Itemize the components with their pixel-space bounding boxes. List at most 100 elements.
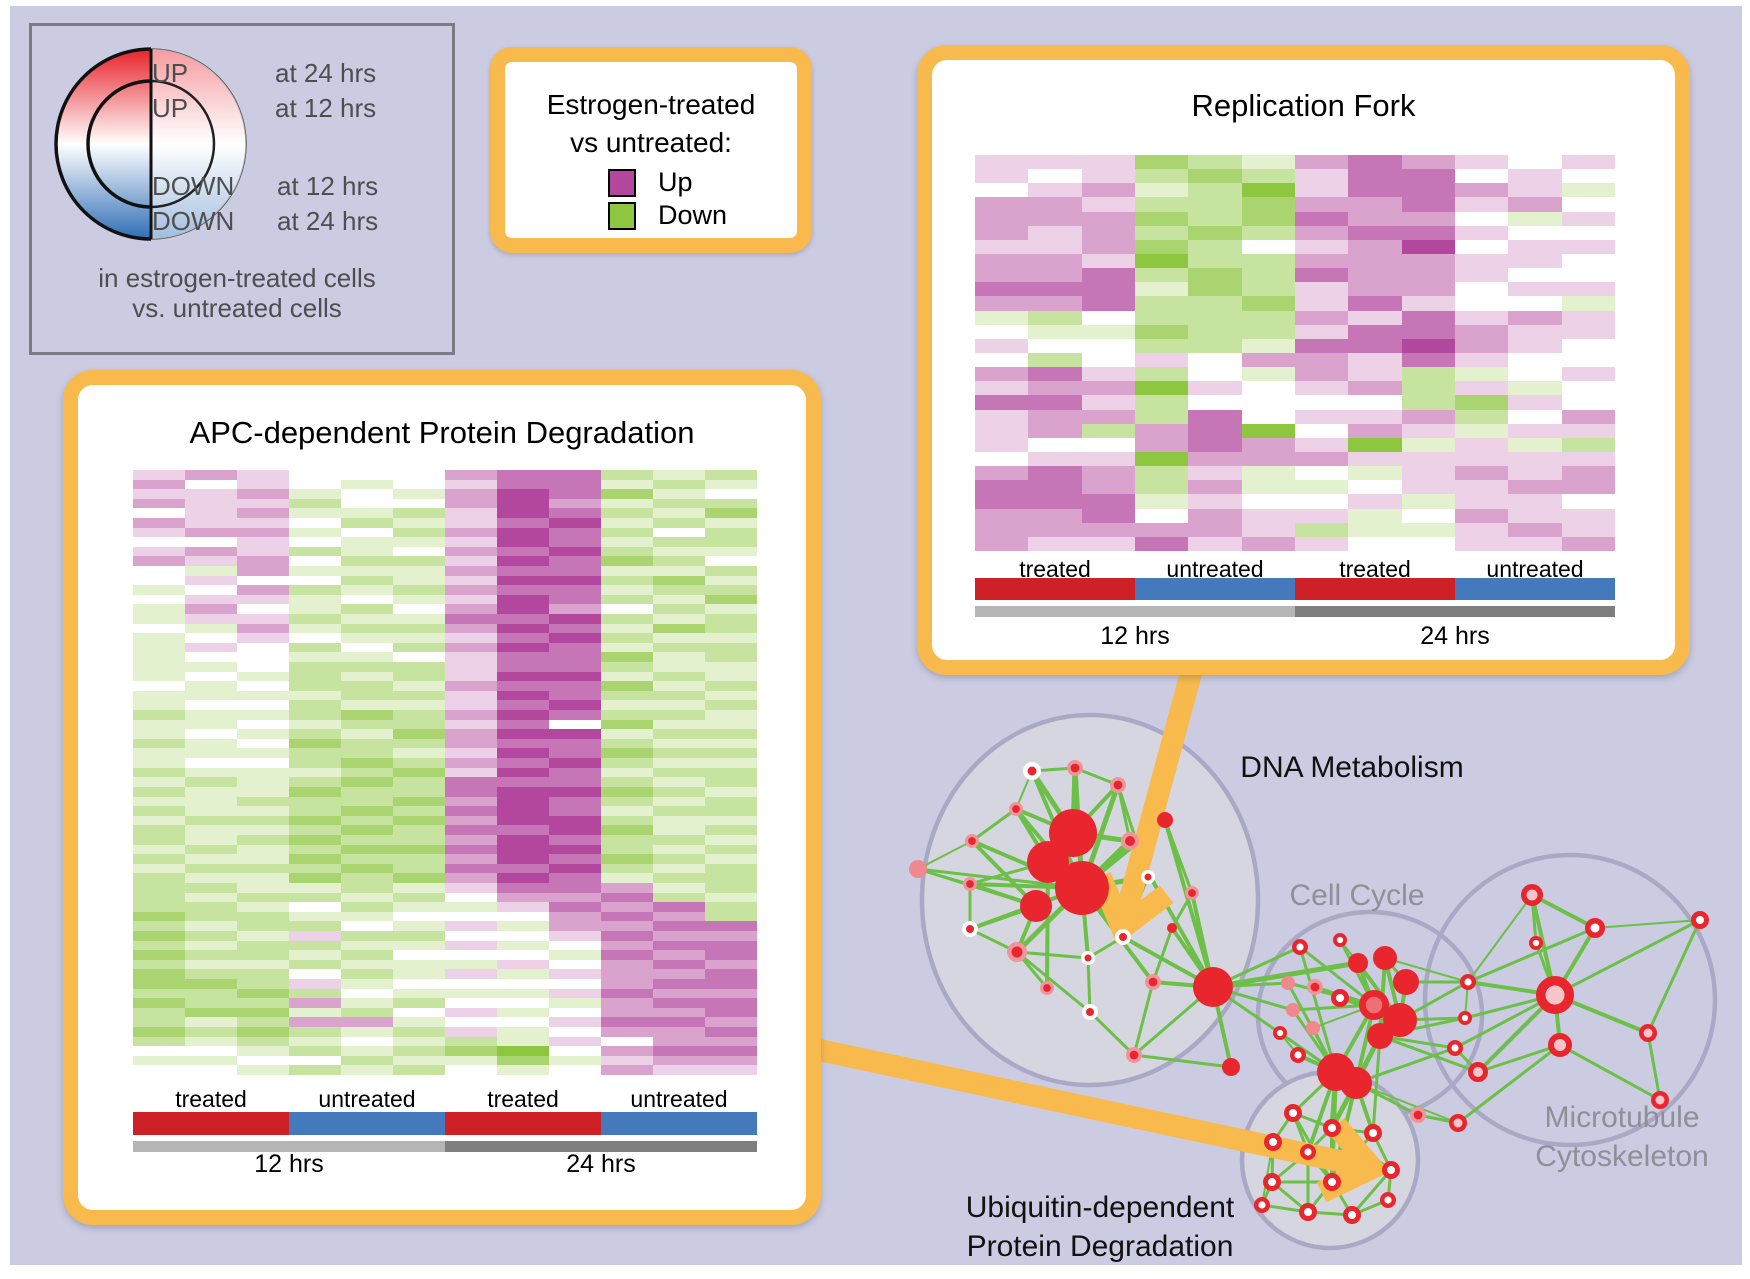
heatmap-cell xyxy=(549,1026,601,1037)
heatmap-cell xyxy=(601,998,653,1008)
heatmap-cell xyxy=(1081,310,1135,325)
heatmap-cell xyxy=(1508,338,1562,353)
heatmap-cell xyxy=(185,566,237,576)
network-edge xyxy=(1354,1046,1457,1085)
heatmap-cell xyxy=(1134,367,1189,382)
ubiquitin-degradation-label: Ubiquitin-dependent Protein Degradation xyxy=(966,1188,1235,1266)
heatmap-cell xyxy=(133,911,185,922)
heatmap-cell xyxy=(1028,423,1082,438)
replication-fork-title: Replication Fork xyxy=(1191,88,1416,123)
heatmap-cell xyxy=(497,786,549,797)
heatmap-cell xyxy=(1081,522,1135,537)
gene-node xyxy=(1023,762,1041,780)
heatmap-cell xyxy=(601,988,653,999)
heatmap-cell xyxy=(1348,508,1402,523)
heatmap-cell xyxy=(549,940,601,951)
network-edge xyxy=(1298,945,1376,1007)
heatmap-cell xyxy=(185,854,237,864)
heatmap-cell xyxy=(341,959,393,970)
condition-label: treated xyxy=(1339,556,1411,582)
gene-node xyxy=(1548,1033,1572,1057)
heatmap-cell xyxy=(601,671,653,682)
heatmap-cell xyxy=(1028,466,1082,481)
heatmap-cell xyxy=(445,758,497,768)
heatmap-cell xyxy=(1508,183,1562,198)
gene-node xyxy=(1459,974,1476,991)
heatmap-cell xyxy=(1188,155,1242,170)
heatmap-cell xyxy=(237,834,289,845)
ring-label-up-24: UP xyxy=(152,58,189,88)
heatmap-cell xyxy=(445,623,497,634)
heatmap-cell xyxy=(705,662,757,672)
heatmap-cell xyxy=(289,614,341,624)
heatmap-cell xyxy=(133,479,185,490)
heatmap-cell xyxy=(705,786,757,797)
heatmap-cell xyxy=(601,796,653,807)
heatmap-cell xyxy=(601,652,653,663)
heatmap-cell xyxy=(185,662,237,672)
heatmap-cell xyxy=(1561,296,1615,311)
heatmap-cell xyxy=(1561,282,1615,297)
heatmap-cell xyxy=(549,863,601,874)
heatmap-cell xyxy=(185,1017,237,1027)
gene-node xyxy=(1289,1046,1306,1063)
heatmap-cell xyxy=(445,681,497,691)
heatmap-cell xyxy=(133,710,185,720)
heatmap-cell xyxy=(653,614,705,624)
heatmap-cell xyxy=(341,594,393,605)
gene-node xyxy=(965,834,980,849)
heatmap-cell xyxy=(549,748,601,759)
time-label: 12 hrs xyxy=(254,1150,324,1178)
heatmap-cell xyxy=(549,806,601,816)
heatmap-cell xyxy=(549,844,601,855)
heatmap-cell xyxy=(653,969,705,979)
heatmap-cell xyxy=(341,786,393,797)
heatmap-cell xyxy=(653,825,705,835)
heatmap-cell xyxy=(1241,155,1295,170)
heatmap-cell xyxy=(341,806,393,816)
heatmap-cell xyxy=(549,930,601,941)
heatmap-cell xyxy=(1294,183,1349,198)
heatmap-cell xyxy=(341,767,393,778)
heatmap-cell xyxy=(549,1007,601,1018)
heatmap-cell xyxy=(705,959,757,970)
heatmap-cell xyxy=(393,710,445,720)
heatmap-cell xyxy=(1508,169,1562,184)
heatmap-cell xyxy=(289,854,341,864)
heatmap-cell xyxy=(185,998,237,1008)
heatmap-cell xyxy=(975,452,1029,467)
heatmap-cell xyxy=(445,806,497,816)
heatmap-cell xyxy=(393,825,445,835)
heatmap-cell xyxy=(1294,338,1349,353)
heatmap-cell xyxy=(497,719,549,730)
heatmap-cell xyxy=(185,748,237,759)
heatmap-cell xyxy=(289,873,341,883)
heatmap-cell xyxy=(1241,338,1295,353)
heatmap-cell xyxy=(289,556,341,567)
heatmap-cell xyxy=(133,585,185,595)
heatmap-cell xyxy=(1561,381,1615,396)
heatmap-cell xyxy=(705,882,757,893)
heatmap-cell xyxy=(237,671,289,682)
heatmap-cell xyxy=(185,863,237,874)
heatmap-cell xyxy=(133,806,185,816)
heatmap-cell xyxy=(237,1065,289,1075)
heatmap-cell xyxy=(237,998,289,1008)
heatmap-cell xyxy=(185,978,237,989)
legend-item-up: Up xyxy=(608,167,693,198)
heatmap-cell xyxy=(601,825,653,835)
heatmap-cell xyxy=(705,623,757,634)
heatmap-cell xyxy=(601,844,653,855)
heatmap-cell xyxy=(1294,423,1349,438)
heatmap-cell xyxy=(653,518,705,528)
heatmap-cell xyxy=(705,508,757,519)
heatmap-cell xyxy=(185,633,237,643)
heatmap-cell xyxy=(705,537,757,547)
heatmap-cell xyxy=(549,921,601,931)
heatmap-cell xyxy=(1561,536,1615,551)
heatmap-cell xyxy=(1134,296,1189,311)
heatmap-cell xyxy=(445,642,497,653)
heatmap-cell xyxy=(1134,155,1189,170)
heatmap-cell xyxy=(341,642,393,653)
heatmap-cell xyxy=(1454,197,1509,212)
